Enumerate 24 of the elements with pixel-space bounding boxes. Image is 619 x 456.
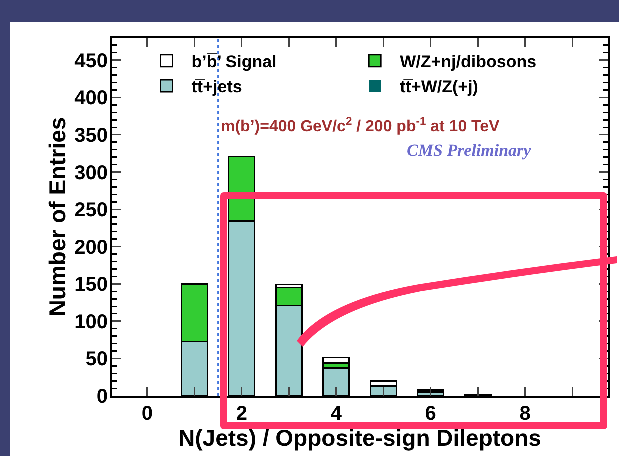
y-tick-label: 100 [74,311,108,334]
y-tick-label: 150 [74,274,108,296]
x-tick-label: 0 [142,403,153,425]
y-tick-label: 350 [74,124,108,147]
y-tick-label: 200 [74,236,108,259]
legend-label: tt̅+jets [192,78,242,97]
x-tick-label: 4 [330,403,343,425]
legend-label: tt̅+W/Z(+j) [400,78,478,97]
annotation: CMS Preliminary [407,141,532,160]
legend-label: b’b̅’ Signal [192,52,277,72]
legend-label: W/Z+nj/dibosons [400,52,537,72]
y-tick-label: 50 [86,348,108,371]
x-tick-label: 2 [236,403,248,425]
x-tick-label: 6 [425,403,436,425]
y-tick-label: 250 [74,200,108,222]
y-tick-label: 450 [74,50,108,72]
bar [417,389,445,394]
y-tick-label: 400 [74,88,108,110]
y-tick-label: 300 [74,162,108,184]
annotation: m(b’)=400 GeV/c$^{2}$ / 200 pb$^{-1}$ at 10 TeV [221,116,500,136]
x-axis-title: N(Jets) / Opposite-sign Dileptons [178,425,542,451]
y-axis-title: Number of Entries [44,117,71,317]
y-tick-label: 0 [96,386,108,408]
x-tick-label: 8 [520,403,531,425]
